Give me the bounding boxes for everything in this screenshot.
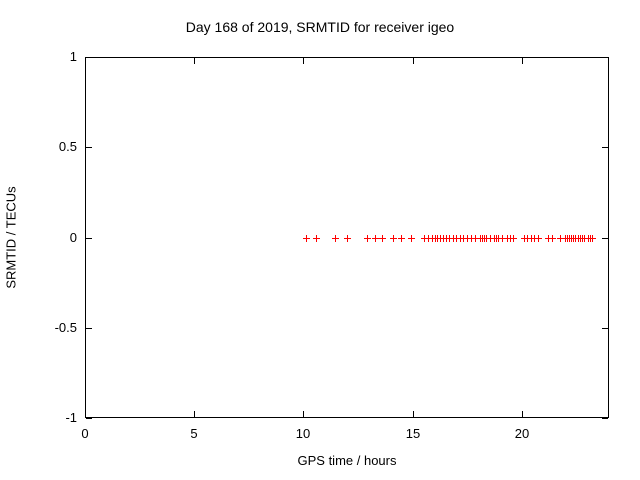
data-point-marker bbox=[446, 235, 453, 242]
data-point-marker bbox=[421, 235, 428, 242]
data-point-marker bbox=[589, 235, 596, 242]
data-point-marker bbox=[531, 235, 538, 242]
y-tick-label: 0 bbox=[69, 230, 77, 245]
y-axis-label: SRMTID / TECUs bbox=[3, 186, 19, 289]
data-point-marker bbox=[535, 235, 542, 242]
data-point-marker bbox=[487, 235, 494, 242]
y-tick-right bbox=[602, 238, 608, 239]
data-point-marker bbox=[303, 235, 310, 242]
data-point-marker bbox=[483, 235, 490, 242]
data-point-marker bbox=[468, 235, 475, 242]
y-tick-right bbox=[602, 147, 608, 148]
x-tick-top bbox=[522, 58, 523, 64]
x-tick-label: 10 bbox=[295, 426, 311, 441]
data-point-marker bbox=[524, 235, 531, 242]
x-tick-label: 5 bbox=[190, 426, 198, 441]
data-point-marker bbox=[390, 235, 397, 242]
data-point-marker bbox=[557, 235, 564, 242]
x-tick-label: 20 bbox=[514, 426, 530, 441]
data-point-marker bbox=[545, 235, 552, 242]
data-point-marker bbox=[549, 235, 556, 242]
data-point-marker bbox=[510, 235, 517, 242]
data-point-marker bbox=[453, 235, 460, 242]
x-tick-bottom bbox=[194, 411, 195, 417]
y-tick-left bbox=[86, 418, 92, 419]
y-tick-label: -1 bbox=[65, 410, 77, 425]
data-point-marker bbox=[332, 235, 339, 242]
data-point-marker bbox=[499, 235, 506, 242]
data-point-marker bbox=[495, 235, 502, 242]
y-tick-label: 1 bbox=[69, 49, 77, 64]
data-point-marker bbox=[313, 235, 320, 242]
y-tick-label: 0.5 bbox=[58, 139, 77, 154]
y-tick-right bbox=[602, 57, 608, 58]
chart-title: Day 168 of 2019, SRMTID for receiver ige… bbox=[185, 19, 455, 35]
data-point-marker bbox=[364, 235, 371, 242]
x-tick-bottom bbox=[413, 411, 414, 417]
x-axis-label: GPS time / hours bbox=[297, 453, 397, 468]
data-point-marker bbox=[372, 235, 379, 242]
x-tick-bottom bbox=[303, 411, 304, 417]
data-point-marker bbox=[379, 235, 386, 242]
y-tick-left bbox=[86, 238, 92, 239]
y-tick-label: -0.5 bbox=[54, 320, 77, 335]
data-point-marker bbox=[460, 235, 467, 242]
x-tick-bottom bbox=[522, 411, 523, 417]
data-point-marker bbox=[464, 235, 471, 242]
x-tick-top bbox=[194, 58, 195, 64]
y-tick-right bbox=[602, 418, 608, 419]
x-tick-top bbox=[85, 58, 86, 64]
data-point-marker bbox=[581, 235, 588, 242]
data-point-marker bbox=[425, 235, 432, 242]
x-tick-bottom bbox=[85, 411, 86, 417]
x-tick-top bbox=[413, 58, 414, 64]
y-tick-left bbox=[86, 328, 92, 329]
data-point-marker bbox=[344, 235, 351, 242]
y-tick-left bbox=[86, 147, 92, 148]
y-tick-left bbox=[86, 57, 92, 58]
x-tick-top bbox=[303, 58, 304, 64]
x-tick-label: 0 bbox=[81, 426, 89, 441]
data-point-marker bbox=[408, 235, 415, 242]
y-tick-right bbox=[602, 328, 608, 329]
x-tick-label: 15 bbox=[405, 426, 421, 441]
data-point-marker bbox=[398, 235, 405, 242]
data-point-marker bbox=[472, 235, 479, 242]
